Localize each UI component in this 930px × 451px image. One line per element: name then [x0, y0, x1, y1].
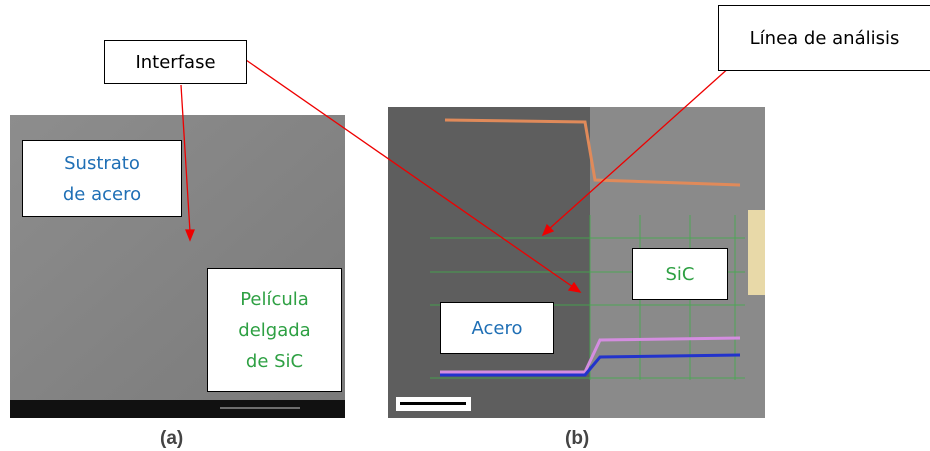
label: Línea de análisis	[750, 23, 900, 54]
scale-line	[400, 402, 466, 405]
label-box: Acero	[440, 302, 554, 354]
label: delgada	[238, 315, 310, 346]
label: SiC	[666, 259, 695, 290]
caption: (a)	[160, 428, 183, 450]
figure: Interfase Línea de análisis Sustratode a…	[0, 0, 930, 451]
label: Acero	[472, 313, 523, 344]
label: Sustrato	[64, 148, 140, 179]
label-box: SiC	[632, 248, 728, 300]
label: de acero	[63, 179, 141, 210]
callout: Interfase	[104, 40, 247, 84]
legend-box	[748, 210, 765, 295]
caption: (b)	[565, 428, 589, 450]
info-bar	[10, 400, 345, 418]
label: Película	[240, 284, 309, 315]
label: de SiC	[246, 346, 303, 377]
callout: Línea de análisis	[718, 5, 930, 71]
label: Interfase	[135, 47, 215, 78]
